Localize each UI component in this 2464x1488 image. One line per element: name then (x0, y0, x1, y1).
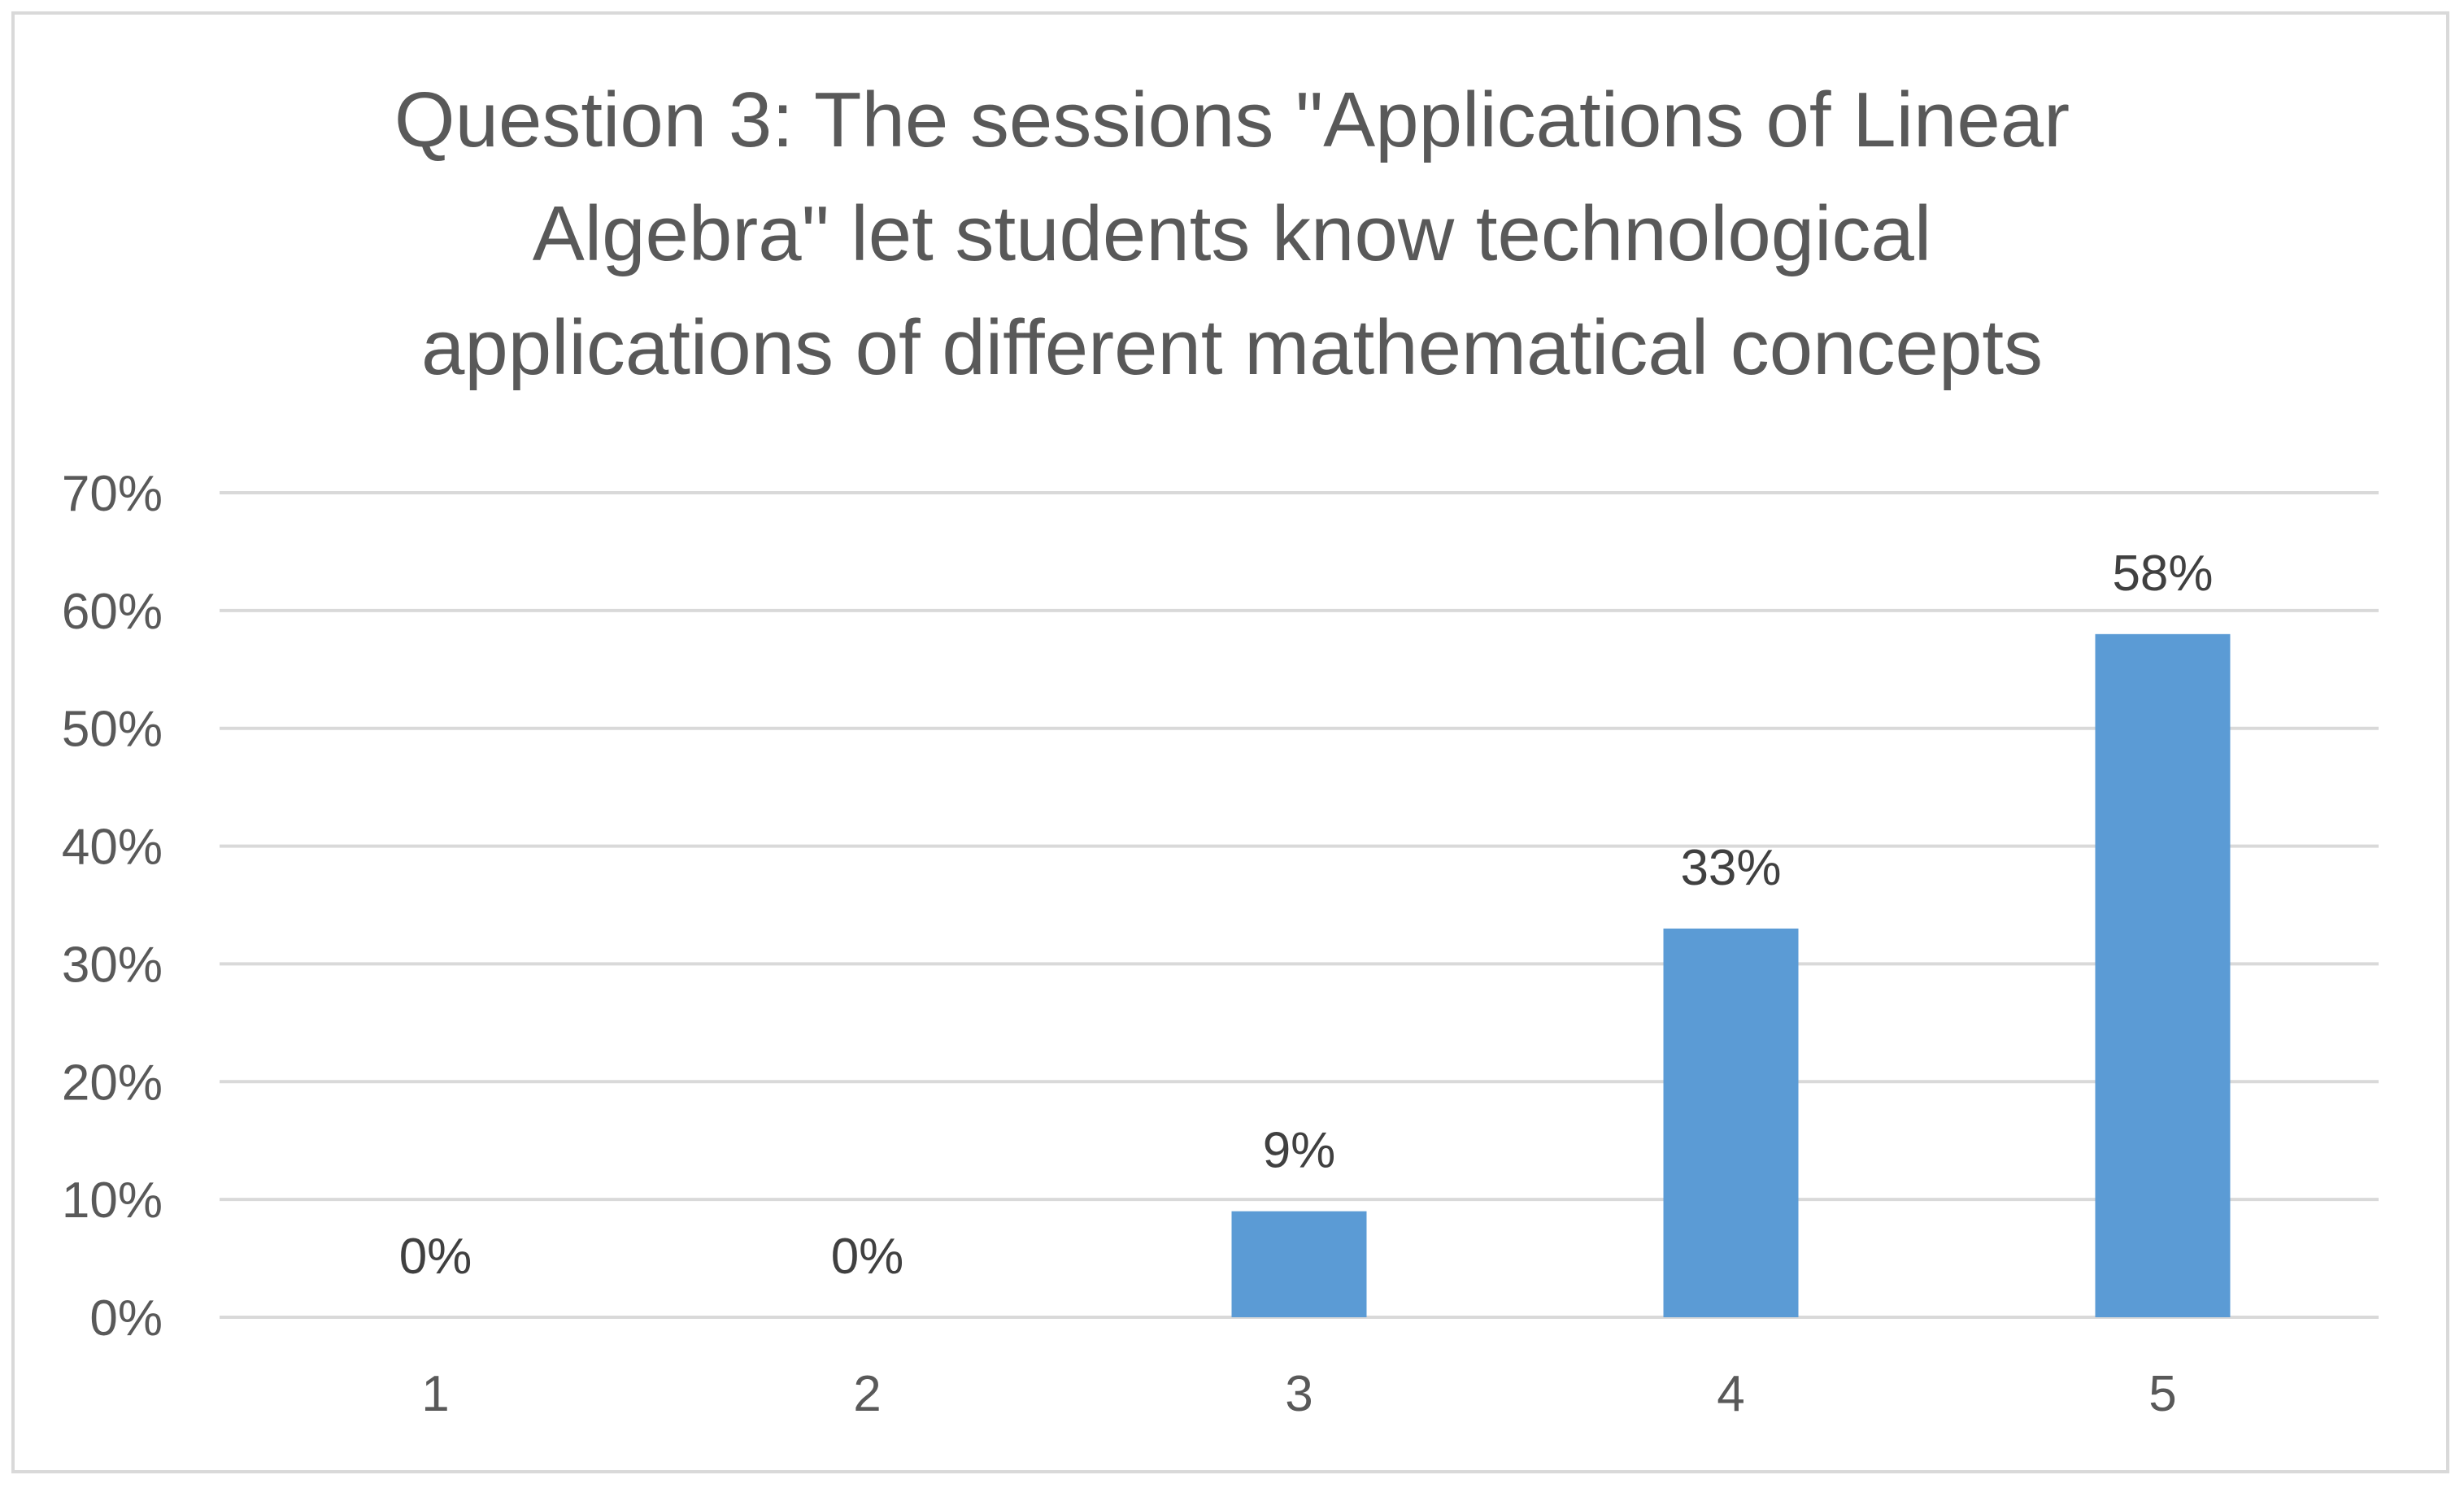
data-label: 58% (2112, 546, 2213, 602)
chart-title: Question 3: The sessions "Applications o… (394, 76, 2070, 391)
y-tick-label: 10% (62, 1173, 163, 1229)
data-label: 9% (1263, 1123, 1336, 1179)
bar (1231, 1211, 1367, 1317)
y-tick-label: 0% (89, 1290, 163, 1347)
bar (1663, 928, 1799, 1317)
x-axis-tick-labels: 1 2 3 4 5 (421, 1366, 2176, 1422)
data-label: 0% (399, 1229, 472, 1285)
bar (2095, 633, 2231, 1317)
y-tick-label: 50% (62, 702, 163, 758)
y-tick-label: 60% (62, 584, 163, 640)
data-label: 0% (831, 1229, 904, 1285)
chart-title-line: Question 3: The sessions "Applications o… (394, 76, 2070, 163)
x-tick-label: 5 (2148, 1366, 2176, 1422)
x-tick-label: 2 (853, 1366, 881, 1422)
y-tick-label: 40% (62, 820, 163, 876)
chart-title-line: Algebra" let students know technological (533, 190, 1931, 277)
data-label: 33% (1680, 840, 1781, 896)
gridlines (220, 491, 2379, 1319)
y-axis-tick-labels: 0% 10% 20% 30% 40% 50% 60% 70% (62, 466, 163, 1347)
x-tick-label: 1 (421, 1366, 449, 1422)
data-labels: 0% 0% 9% 33% 58% (399, 546, 2214, 1285)
y-tick-label: 30% (62, 937, 163, 993)
x-tick-label: 3 (1285, 1366, 1313, 1422)
chart-title-line: applications of different mathematical c… (421, 304, 2043, 391)
y-tick-label: 70% (62, 466, 163, 522)
bars (1231, 633, 2231, 1317)
chart-frame (11, 11, 2449, 1473)
y-tick-label: 20% (62, 1055, 163, 1111)
x-tick-label: 4 (1717, 1366, 1744, 1422)
